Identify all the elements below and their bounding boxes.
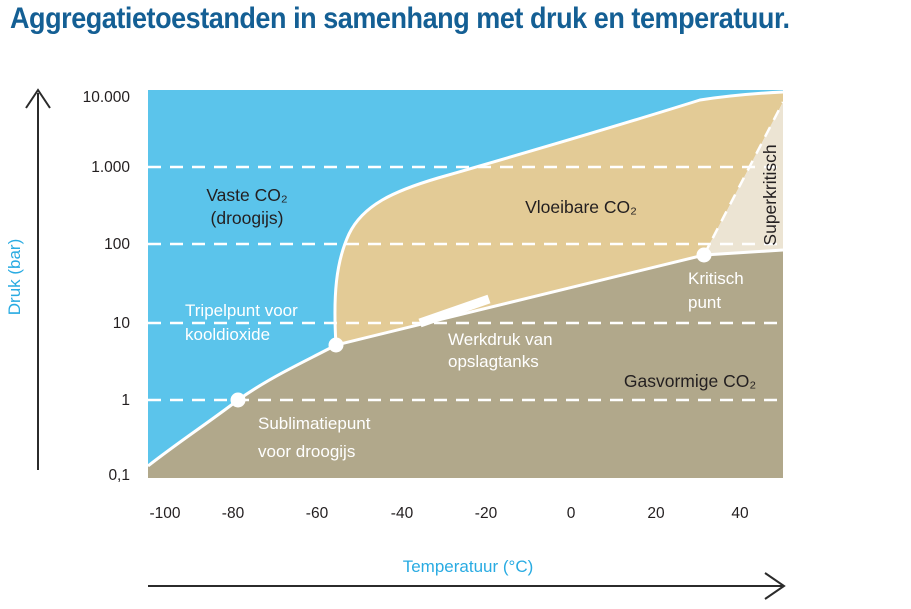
y-tick: 10 [113,315,131,332]
x-tick: -80 [222,505,245,522]
sublimation-point-label-line2: voor droogijs [258,442,355,461]
page-title: Aggregatietoestanden in samenhang met dr… [10,2,790,35]
x-tick: -60 [306,505,329,522]
working-pressure-label-line2: opslagtanks [448,352,539,371]
x-tick: -20 [475,505,498,522]
triple-point-dot [328,337,344,353]
triple-point-label-line2: kooldioxide [185,325,270,344]
gas-region-label: Gasvormige CO₂ [624,371,756,391]
x-axis-arrow [148,572,786,600]
x-tick: 0 [567,505,576,522]
gridlines [148,165,783,402]
solid-region-label-line2: (droogijs) [211,208,284,228]
x-tick: -40 [391,505,414,522]
x-axis-title: Temperatuur (°C) [403,557,534,576]
sublimation-point-dot [230,392,246,408]
x-tick: 40 [731,505,749,522]
supercritical-boundary-line [702,101,785,256]
liquid-region-label: Vloeibare CO₂ [525,197,637,217]
working-pressure-label-line1: Werkdruk van [448,330,553,349]
y-tick: 0,1 [108,467,130,484]
sublimation-point-label-line1: Sublimatiepunt [258,414,371,433]
y-tick: 100 [104,236,130,253]
x-tick-labels: -100 -80 -60 -40 -20 0 20 40 [149,505,749,522]
y-tick-labels: 10.000 1.000 100 10 1 0,1 [83,89,131,484]
y-axis-arrow [25,88,51,470]
solid-region-label-line1: Vaste CO₂ [206,185,287,205]
critical-point-label-line2: punt [688,293,721,312]
liquid-co2-region [334,92,783,345]
working-pressure-segment [418,294,491,328]
y-tick: 1.000 [91,159,130,176]
y-axis-title: Druk (bar) [5,239,24,316]
supercritical-region-label: Superkritisch [760,144,780,245]
gas-co2-region [148,250,783,478]
melting-curve [333,90,784,346]
critical-point-label-line1: Kritisch [688,269,744,288]
x-tick: 20 [647,505,665,522]
critical-point-dot [696,247,712,263]
y-tick: 10.000 [83,89,131,106]
x-tick: -100 [149,505,180,522]
solid-co2-region [148,90,783,466]
triple-point-label-line1: Tripelpunt voor [185,301,298,320]
y-tick: 1 [121,392,130,409]
